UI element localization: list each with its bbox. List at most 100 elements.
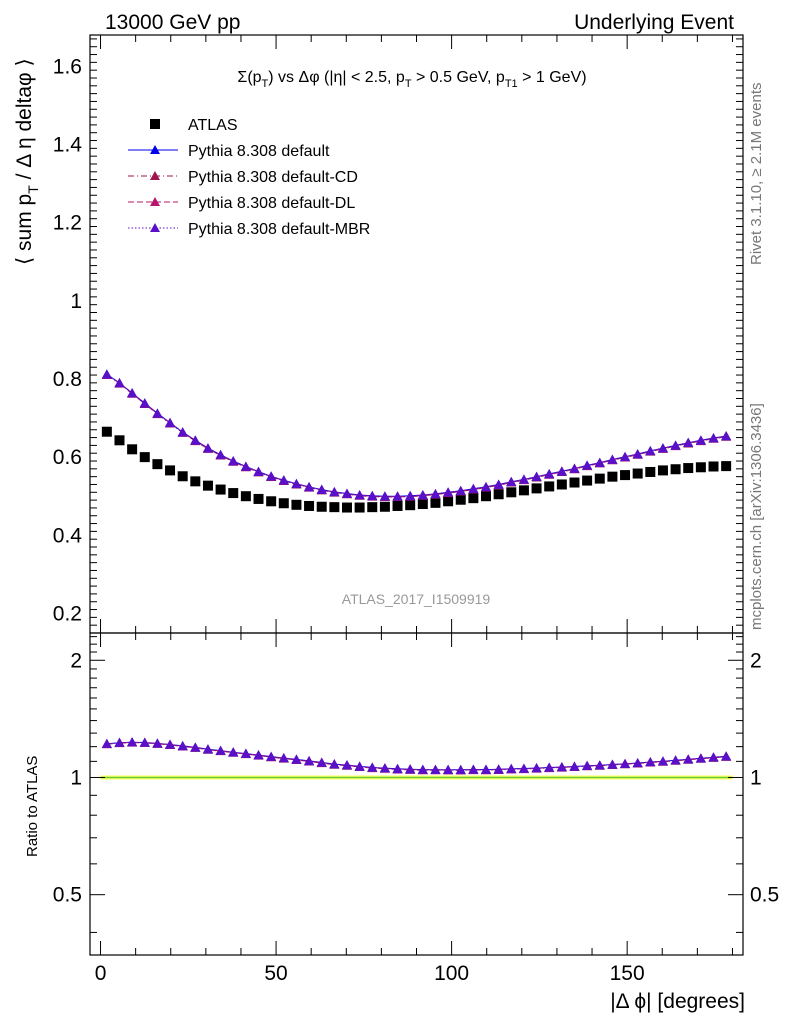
ratio-tick-label: 0.5 [53,884,82,907]
series-4-ratio-point [367,762,378,772]
series-4-point [695,435,706,445]
series-0-point [266,496,277,507]
series-4-ratio-point [657,756,668,766]
y-tick-label: 0.2 [53,602,82,625]
series-4-point [253,466,264,476]
series-0-point [645,466,656,477]
y-tick-label: 0.6 [53,446,82,469]
series-4-point [165,418,176,428]
y-axis-label: ⟨ sum pT / Δ η deltaφ ⟩ [13,58,41,265]
main-panel: 0.2 0.4 0.6 0.8 1 1.2 1.4 1.6 [53,34,744,634]
series-4-point [607,454,618,464]
series-4-point [632,449,643,459]
series-4-ratio-point [215,745,226,755]
title-part-2: ) vs Δφ (|η| < 2.5, p [268,69,405,86]
series-4-point [645,446,656,456]
series-4-ratio-point [544,762,555,772]
series-4-point [240,461,251,471]
series-4-ratio-point [721,751,732,761]
series-4-point [379,491,390,501]
series-4-point [620,452,631,462]
series-4-ratio-point [190,742,201,752]
series-4-point [670,440,681,450]
y-label-sub: T [25,185,41,194]
series-4-ratio-point [569,761,580,771]
chart-title: Σ(pT) vs Δφ (|η| < 2.5, pT > 0.5 GeV, pT… [237,69,586,90]
series-0-point [367,502,378,513]
series-0-point [481,491,492,502]
series-4-ratio-line [106,741,727,771]
series-0-point [101,426,112,437]
series-4-point [493,479,504,489]
series-0-point [683,463,694,474]
title-sub-3: T1 [505,78,518,90]
series-0-point [594,473,605,484]
series-0-point [190,476,201,487]
series-4-ratio-point [266,751,277,761]
ratio-frame [89,632,744,956]
series-0-point [708,461,719,472]
series-4-ratio-point [493,764,504,774]
series-0-point [620,470,631,481]
series-0-point [354,502,365,513]
series-4-ratio-point [240,748,251,758]
series-4-point [177,427,188,437]
series-0-point [202,480,213,491]
series-0-point [114,435,125,446]
series-4-ratio-point [316,757,327,767]
legend: ATLAS Pythia 8.308 default Pythia 8.308 de… [128,117,370,238]
series-4-ratio-point [417,764,428,774]
series-4-ratio-point [304,756,315,766]
series-4-point [657,443,668,453]
series-0-point [506,487,517,498]
series-0-point [455,494,466,505]
y-tick-label: 1.4 [53,133,83,156]
series-4-point [392,491,403,501]
series-4-ratio-point [632,758,643,768]
series-4-point [228,456,239,466]
series-2-line [106,374,727,498]
series-4-ratio-point [379,763,390,773]
series-4-point [152,408,163,418]
series-4-ratio-point [228,747,239,757]
series-4-ratio-point [291,754,302,764]
series-4-ratio-point [202,744,213,754]
x-tick-label: 150 [610,962,645,985]
series-4-ratio-point [670,755,681,765]
series-4-ratio-point [518,763,529,773]
series-0-point [392,500,403,511]
series-4-ratio-point [708,752,719,762]
series-0-point [518,485,529,496]
legend-marker-4 [150,223,160,232]
series-0-point [582,475,593,486]
series-4-ratio-point [253,750,264,760]
series-0-point [468,493,479,504]
series-4-point [455,486,466,496]
series-4-point [556,466,567,476]
series-4-point [139,398,150,408]
series-4-ratio-point [695,753,706,763]
series-4-ratio-point [506,764,517,774]
series-4-point [708,433,719,443]
series-0-point [607,471,618,482]
ratio-tick-label: 1 [70,766,82,789]
series-0-point [253,493,264,504]
header-left-label: 13000 GeV pp [105,11,240,34]
series-4-ratio-point [443,765,454,775]
series-4-point [341,488,352,498]
series-0-point [657,465,668,476]
series-4-ratio-point [481,764,492,774]
series-0-point [405,500,416,511]
legend-label-1: Pythia 8.308 default [188,143,330,160]
legend-label-0: ATLAS [188,117,238,134]
series-0-point [177,471,188,482]
y-label-rest: / Δ η deltaφ ⟩ [13,58,36,185]
series-0-point [329,502,340,513]
series-4-ratio-point [582,760,593,770]
y-tick-label: 1 [70,290,82,313]
legend-label-3: Pythia 8.308 default-DL [188,195,355,212]
series-0-point [569,477,580,488]
series-0-point [556,479,567,490]
series-4-point [569,463,580,473]
series-0-point [493,489,504,500]
